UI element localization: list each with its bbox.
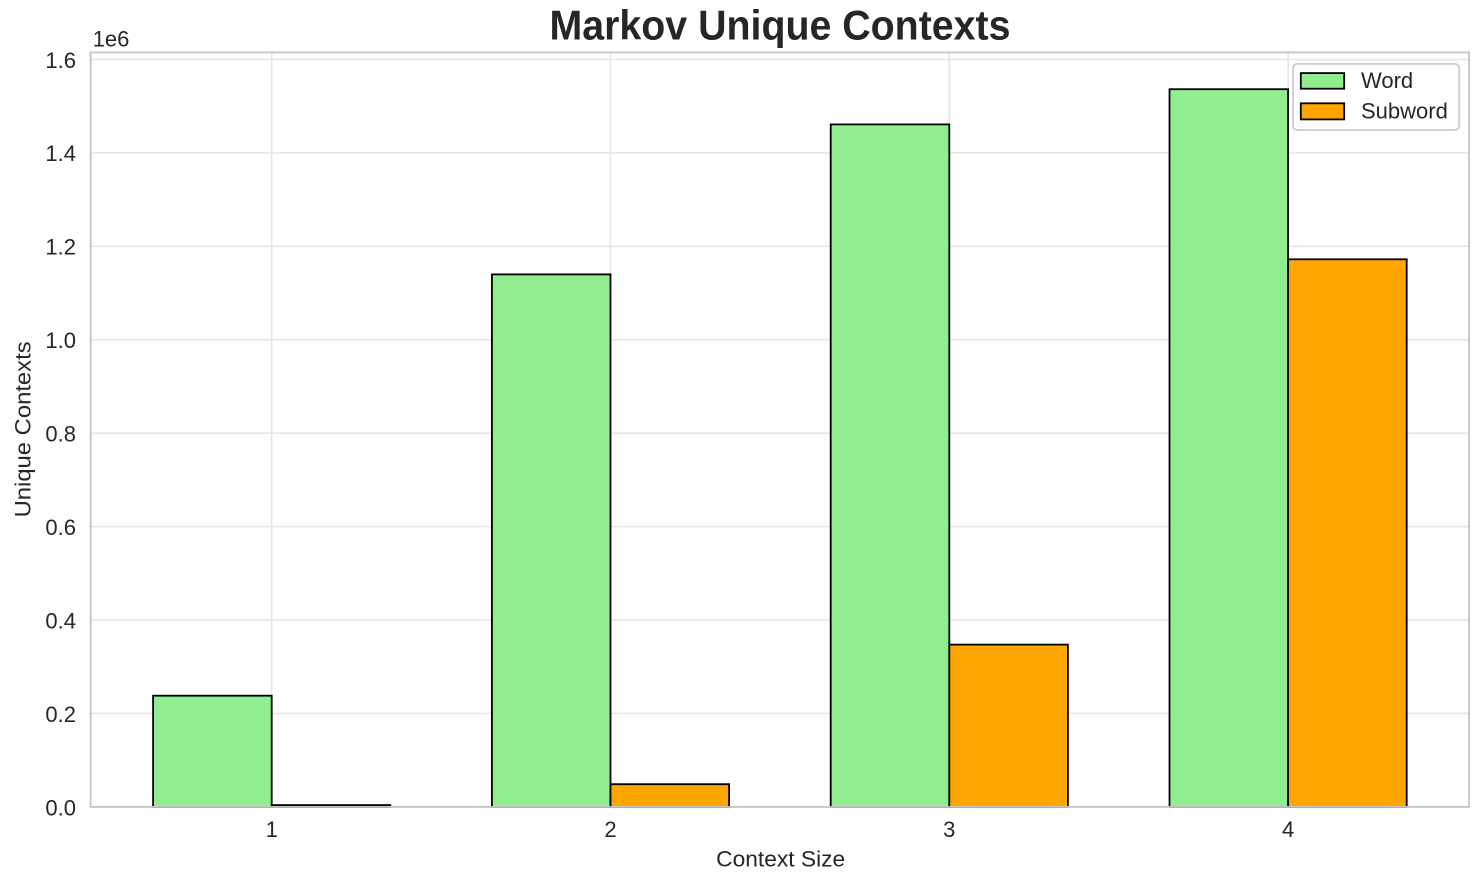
- svg-text:Subword: Subword: [1361, 98, 1448, 123]
- svg-text:1e6: 1e6: [93, 26, 130, 51]
- svg-text:1.4: 1.4: [45, 141, 76, 166]
- svg-text:0.8: 0.8: [45, 422, 76, 447]
- svg-text:Unique Contexts: Unique Contexts: [11, 341, 36, 517]
- svg-text:1.2: 1.2: [45, 235, 76, 260]
- svg-text:1.6: 1.6: [45, 48, 76, 73]
- svg-text:4: 4: [1282, 817, 1294, 842]
- svg-text:3: 3: [943, 817, 955, 842]
- svg-text:Word: Word: [1361, 68, 1413, 93]
- svg-text:1: 1: [266, 817, 278, 842]
- svg-text:2: 2: [604, 817, 616, 842]
- svg-text:Context Size: Context Size: [716, 846, 845, 871]
- svg-text:0.4: 0.4: [45, 608, 76, 633]
- svg-text:0.2: 0.2: [45, 702, 76, 727]
- svg-text:Markov Unique Contexts: Markov Unique Contexts: [550, 2, 1011, 49]
- svg-text:0.6: 0.6: [45, 515, 76, 540]
- svg-text:0.0: 0.0: [45, 795, 76, 820]
- svg-text:1.0: 1.0: [45, 328, 76, 353]
